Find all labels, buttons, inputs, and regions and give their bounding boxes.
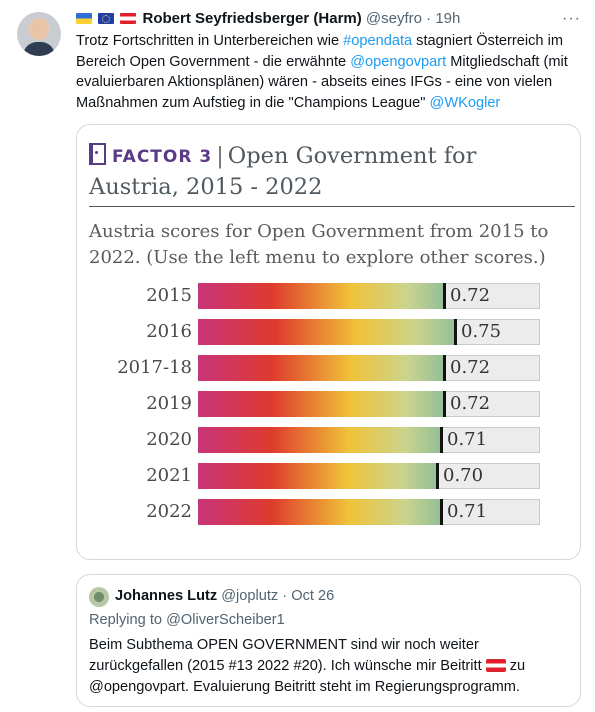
quoted-tweet-text: Beim Subthema OPEN GOVERNMENT sind wir n… <box>89 635 567 698</box>
score-marker <box>443 355 446 381</box>
score-bar <box>198 499 441 525</box>
mention-opengovpart-link[interactable]: @opengovpart <box>350 53 447 70</box>
title-divider: | <box>216 143 224 169</box>
score-bar-remainder <box>441 427 540 453</box>
score-bar <box>198 355 444 381</box>
year-label: 2015 <box>146 285 192 306</box>
tweet-text-segment: Mitgliedschaft (mit evaluierbaren Aktion… <box>76 53 568 111</box>
eu-flag-icon <box>98 13 115 24</box>
score-marker <box>443 391 446 417</box>
score-bar-remainder <box>444 355 540 381</box>
tweet-time[interactable]: 19h <box>435 10 461 27</box>
score-bar-remainder <box>441 499 540 525</box>
ukraine-flag-icon <box>76 13 92 24</box>
quoted-tweet-header: Johannes Lutz @joplutz · Oct 26 <box>115 588 334 604</box>
year-label: 2016 <box>146 321 192 342</box>
score-bar <box>198 319 455 345</box>
score-bar-remainder <box>444 391 540 417</box>
author-handle[interactable]: @seyfro <box>365 10 422 27</box>
austria-flag-icon <box>485 659 506 672</box>
score-bar <box>198 283 444 309</box>
year-label: 2020 <box>146 429 192 450</box>
tweet-text: Trotz Fortschritten in Unterbereichen wi… <box>76 31 576 113</box>
score-value-label: 0.72 <box>450 357 491 378</box>
door-icon <box>89 143 106 165</box>
score-value-label: 0.71 <box>447 501 488 522</box>
card-title: FACTOR 3 | Open Government for Austria, 20… <box>89 141 569 202</box>
quoted-tweet-date[interactable]: Oct 26 <box>291 588 335 604</box>
quoted-separator-dot: · <box>282 588 288 604</box>
score-bar <box>198 391 444 417</box>
quoted-author-handle[interactable]: @joplutz <box>221 588 279 604</box>
author-avatar[interactable] <box>17 12 61 56</box>
score-bar-remainder <box>437 463 540 489</box>
author-name[interactable]: Robert Seyfriedsberger (Harm) <box>142 10 362 27</box>
card-title-line2: Austria, 2015 - 2022 <box>89 174 323 200</box>
year-label: 2019 <box>146 393 192 414</box>
score-marker <box>443 283 446 309</box>
score-bar-remainder <box>455 319 540 345</box>
score-value-label: 0.75 <box>461 321 502 342</box>
tweet-text-segment: stagniert Österreich im Bereich Open Gov… <box>76 33 563 70</box>
more-options-icon[interactable]: ··· <box>562 10 581 27</box>
tweet-text-segment: Trotz Fortschritten in Unterbereichen wi… <box>76 33 344 49</box>
score-marker <box>436 463 439 489</box>
replying-to-label: Replying to @OliverScheiber1 <box>89 612 285 628</box>
factor-label: FACTOR 3 <box>112 147 213 167</box>
year-label: 2022 <box>146 501 192 522</box>
hashtag-opendata-link[interactable]: #opendata <box>343 33 413 49</box>
year-label: 2017-18 <box>117 357 192 378</box>
card-title-line1: Open Government for <box>227 143 477 169</box>
score-bar <box>198 463 437 489</box>
quoted-text-part1: Beim Subthema OPEN GOVERNMENT sind wir n… <box>89 637 486 674</box>
title-rule <box>89 206 575 207</box>
score-marker <box>454 319 457 345</box>
score-bar-remainder <box>444 283 540 309</box>
score-value-label: 0.70 <box>443 465 484 486</box>
score-marker <box>440 499 443 525</box>
score-value-label: 0.71 <box>447 429 488 450</box>
score-bar <box>198 427 441 453</box>
mention-wkogler-link[interactable]: @WKogler <box>429 94 501 111</box>
tweet-header: Robert Seyfriedsberger (Harm) @seyfro · … <box>76 10 581 30</box>
score-chart: 2015 0.72 2016 0.75 2017-18 0.72 2019 0.72 2020 0… <box>77 283 580 543</box>
quoted-text-part2: zu @opengovpart. Evaluierung Beitritt st… <box>89 658 526 695</box>
media-image-card[interactable]: FACTOR 3 | Open Government for Austria, 20… <box>76 124 581 560</box>
score-value-label: 0.72 <box>450 285 491 306</box>
separator-dot: · <box>426 10 432 27</box>
quoted-tweet[interactable]: Johannes Lutz @joplutz · Oct 26 Replying… <box>76 574 581 707</box>
card-subtitle: Austria scores for Open Government from … <box>89 221 549 268</box>
score-value-label: 0.72 <box>450 393 491 414</box>
score-marker <box>440 427 443 453</box>
austria-flag-icon <box>120 13 137 24</box>
year-label: 2021 <box>146 465 192 486</box>
quoted-author-avatar[interactable] <box>89 587 109 607</box>
quoted-author-name[interactable]: Johannes Lutz <box>115 588 218 604</box>
